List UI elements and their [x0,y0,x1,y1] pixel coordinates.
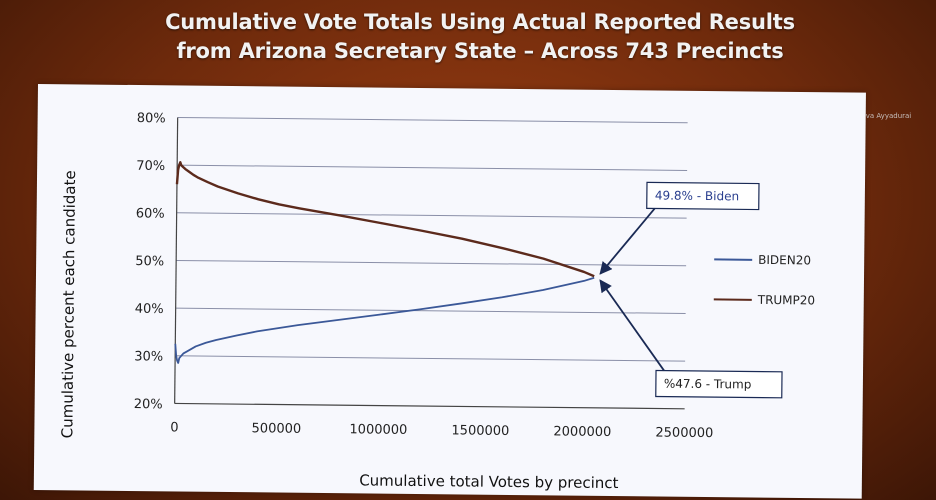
annotation-arrow [599,279,665,372]
title-line-2: from Arizona Secretary State – Across 74… [176,39,784,63]
x-tick-label: 2000000 [553,424,611,440]
legend-label-trump20: TRUMP20 [757,293,815,308]
chart-panel: 20% 30% 40% 50% 60% 70% 80% 0 500000 1000000 15000… [33,84,866,499]
chart-title: Cumulative Vote Totals Using Actual Repo… [120,8,840,66]
grid-line [175,307,686,314]
grid-line [177,116,688,124]
y-tick-label: 50% [135,254,164,269]
y-tick-label: 20% [134,397,163,412]
series-lines [174,161,595,364]
y-axis-title: Cumulative percent each candidate [58,170,79,438]
annotations: 49.8% - Biden %47.6 - Trump [599,181,783,399]
x-tick-label: 500000 [252,421,302,437]
grid-line [175,355,686,362]
y-tick-label: 60% [136,206,165,221]
legend: BIDEN20 TRUMP20 [713,253,815,308]
x-tick-label: 1000000 [349,422,407,438]
axes [174,117,685,410]
annotation-box [655,369,783,399]
x-tick-label: 2500000 [655,425,713,441]
y-tick-label: 40% [135,302,164,317]
x-tick-label: 1500000 [451,423,509,439]
chart-svg: 20% 30% 40% 50% 60% 70% 80% 0 500000 1000000 15000… [58,111,815,492]
grid-line [177,164,688,171]
y-tick-label: 80% [137,111,166,126]
annotation-text: %47.6 - Trump [664,377,752,392]
tick-labels: 20% 30% 40% 50% 60% 70% 80% 0 500000 1000000 15000… [134,111,714,441]
legend-label-biden20: BIDEN20 [758,253,811,268]
x-axis-line [174,402,685,410]
title-line-1: Cumulative Vote Totals Using Actual Repo… [165,10,795,34]
x-tick-label: 0 [170,420,178,435]
x-axis-title: Cumulative total Votes by precinct [359,471,619,492]
annotation-text: 49.8% - Biden [655,188,739,203]
y-tick-label: 30% [134,349,163,364]
annotation-arrow [599,207,656,275]
y-axis-line [174,117,179,404]
grid-lines [175,116,688,362]
series-line-trump20 [175,161,595,278]
grid-line [176,212,687,219]
y-tick-label: 70% [136,159,165,174]
annotation-box [646,181,760,211]
series-line-biden20 [174,276,595,364]
